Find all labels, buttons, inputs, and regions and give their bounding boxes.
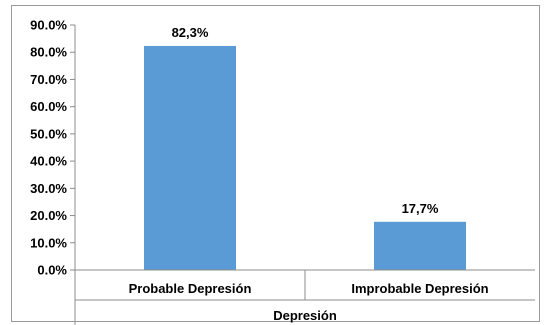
category-label: Probable Depresión	[129, 281, 252, 296]
bars	[144, 45, 466, 270]
y-tick-label: 50.0%	[30, 126, 67, 141]
bar	[144, 45, 236, 270]
data-labels: 82,3% 17,7%	[172, 25, 439, 216]
category-label: Improbable Depresión	[351, 281, 488, 296]
y-axis-ticks: 0.0% 10.0% 20.0% 30.0% 40.0% 50.0% 60.0% 70.0% 8…	[30, 18, 75, 278]
bar	[374, 221, 466, 270]
x-axis-title: Depresión	[273, 308, 337, 323]
category-separators	[75, 270, 535, 301]
y-tick-label: 70.0%	[30, 72, 67, 87]
data-label: 17,7%	[402, 201, 439, 216]
y-tick-label: 60.0%	[30, 99, 67, 114]
y-tick-label: 90.0%	[30, 18, 67, 33]
y-tick-label: 30.0%	[30, 181, 67, 196]
data-label: 82,3%	[172, 25, 209, 40]
y-tick-label: 20.0%	[30, 208, 67, 223]
y-tick-label: 40.0%	[30, 154, 67, 169]
y-tick-label: 10.0%	[30, 235, 67, 250]
y-tick-label: 0.0%	[37, 263, 67, 278]
y-tick-label: 80.0%	[30, 45, 67, 60]
category-labels: Probable Depresión Improbable Depresión	[129, 281, 489, 296]
